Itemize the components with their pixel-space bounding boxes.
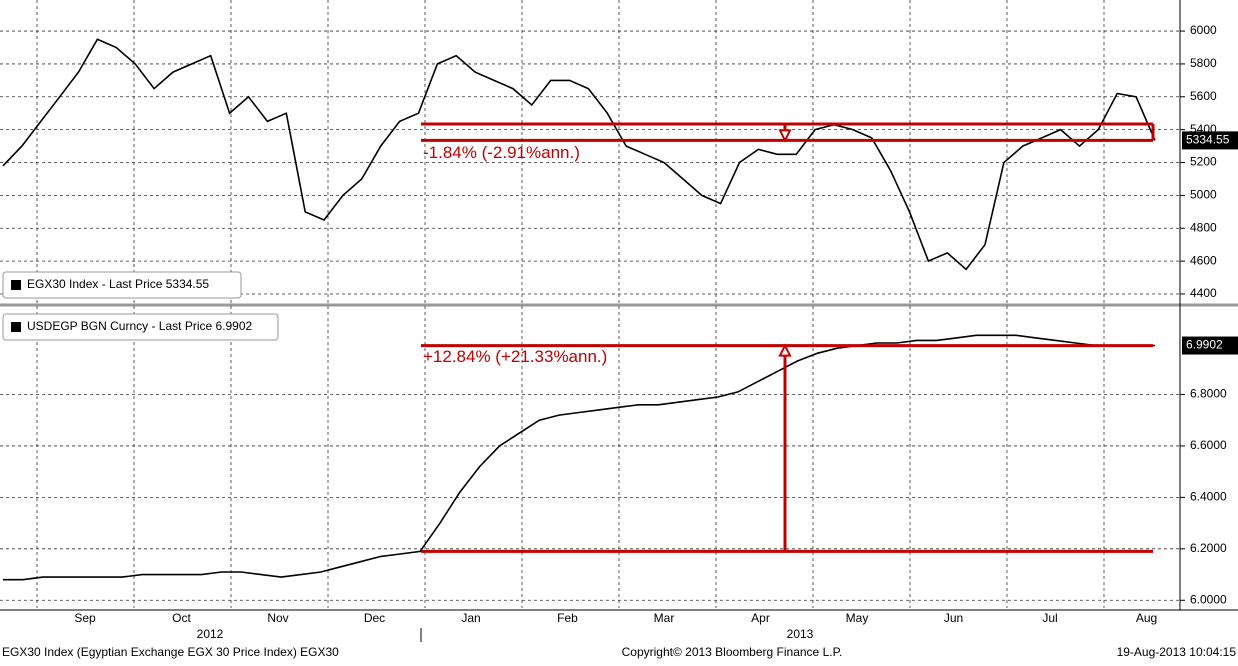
annotation-text: +12.84% (+21.33%ann.) xyxy=(423,347,607,366)
footer-right: 19-Aug-2013 10:04:15 xyxy=(1117,645,1237,659)
last-price-tag xyxy=(1182,131,1238,150)
legend-box xyxy=(2,271,242,299)
price-line xyxy=(2,38,1156,271)
legend-swatch xyxy=(11,322,21,332)
y-tick-label: 4800 xyxy=(1190,220,1217,234)
x-tick-label: Sep xyxy=(74,611,96,625)
annotation-text: -1.84% (-2.91%ann.) xyxy=(423,143,580,162)
x-tick-label: Jul xyxy=(1042,611,1057,625)
y-tick-label: 4400 xyxy=(1190,286,1217,300)
x-tick-label: Jan xyxy=(461,611,480,625)
y-tick-label: 6.0000 xyxy=(1190,592,1227,606)
legend-label: USDEGP BGN Curncy - Last Price 6.9902 xyxy=(27,319,253,333)
arrow-head xyxy=(778,129,792,143)
footer-left: EGX30 Index (Egyptian Exchange EGX 30 Pr… xyxy=(2,645,339,659)
last-price-label: 6.9902 xyxy=(1186,338,1223,352)
x-tick-label: Dec xyxy=(364,611,385,625)
x-tick-label: Jun xyxy=(944,611,963,625)
y-tick-label: 5800 xyxy=(1190,56,1217,70)
y-tick-label: 6.4000 xyxy=(1190,490,1227,504)
last-price-tag xyxy=(1182,336,1238,355)
x-tick-label: Mar xyxy=(654,611,675,625)
y-tick-label: 6.8000 xyxy=(1190,387,1227,401)
y-tick-label: 6.2000 xyxy=(1190,541,1227,555)
y-tick-label: 5600 xyxy=(1190,89,1217,103)
x-tick-label: Oct xyxy=(172,611,191,625)
x-tick-label: Nov xyxy=(267,611,288,625)
x-tick-label: Aug xyxy=(1136,611,1157,625)
x-tick-label: Apr xyxy=(751,611,770,625)
arrow-head xyxy=(778,343,792,357)
x-tick-label: Feb xyxy=(557,611,578,625)
footer-center: Copyright© 2013 Bloomberg Finance L.P. xyxy=(622,645,843,659)
y-tick-label: 6000 xyxy=(1190,23,1217,37)
y-tick-label: 6.6000 xyxy=(1190,438,1227,452)
y-tick-label: 4600 xyxy=(1190,253,1217,267)
x-tick-label: May xyxy=(846,611,869,625)
price-line xyxy=(3,334,1156,581)
y-tick-label: 5200 xyxy=(1190,155,1217,169)
y-tick-label: 5000 xyxy=(1190,188,1217,202)
last-price-label: 5334.55 xyxy=(1186,133,1230,147)
year-label: 2012 xyxy=(197,627,224,641)
legend-box xyxy=(2,313,279,341)
legend-swatch xyxy=(11,280,21,290)
year-label: 2013 xyxy=(787,627,814,641)
legend-label: EGX30 Index - Last Price 5334.55 xyxy=(27,277,209,291)
